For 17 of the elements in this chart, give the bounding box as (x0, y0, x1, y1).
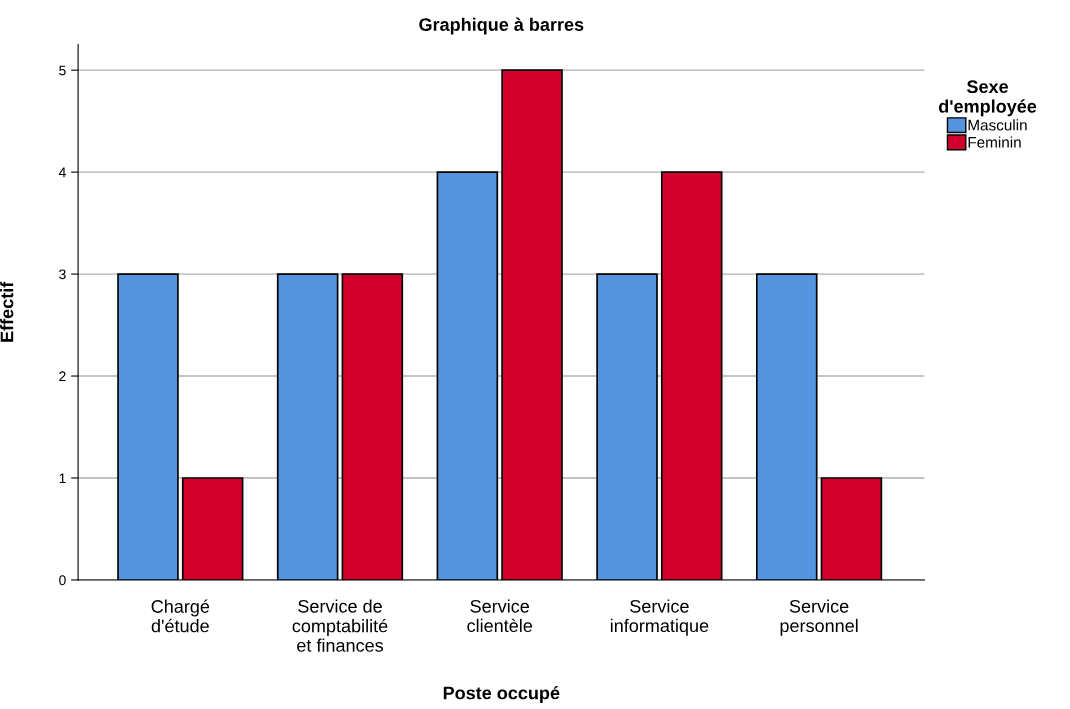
y-tick-label: 0 (59, 575, 66, 586)
x-axis-title: Poste occupé (443, 685, 560, 703)
y-tick-label: 4 (58, 167, 66, 178)
x-tick-label: Service informatique (610, 599, 709, 636)
legend-title: Sexe d'employée (938, 80, 1037, 117)
y-tick-label: 1 (59, 473, 66, 484)
x-tick-label: Service de comptabilité et finances (292, 599, 388, 652)
legend-label: Masculin (968, 119, 1027, 131)
y-tick-label: 2 (59, 371, 66, 382)
x-tick-label: Chargé d'étude (151, 599, 210, 633)
y-tick-label: 3 (59, 269, 66, 280)
y-tick-label: 5 (59, 65, 66, 76)
x-tick-label: Service personnel (780, 599, 858, 636)
x-tick-label: Service clientèle (467, 599, 533, 633)
chart-title: Graphique à barres (419, 17, 584, 35)
y-axis-title: Effectif (0, 281, 14, 342)
legend-label: Feminin (968, 136, 1021, 148)
